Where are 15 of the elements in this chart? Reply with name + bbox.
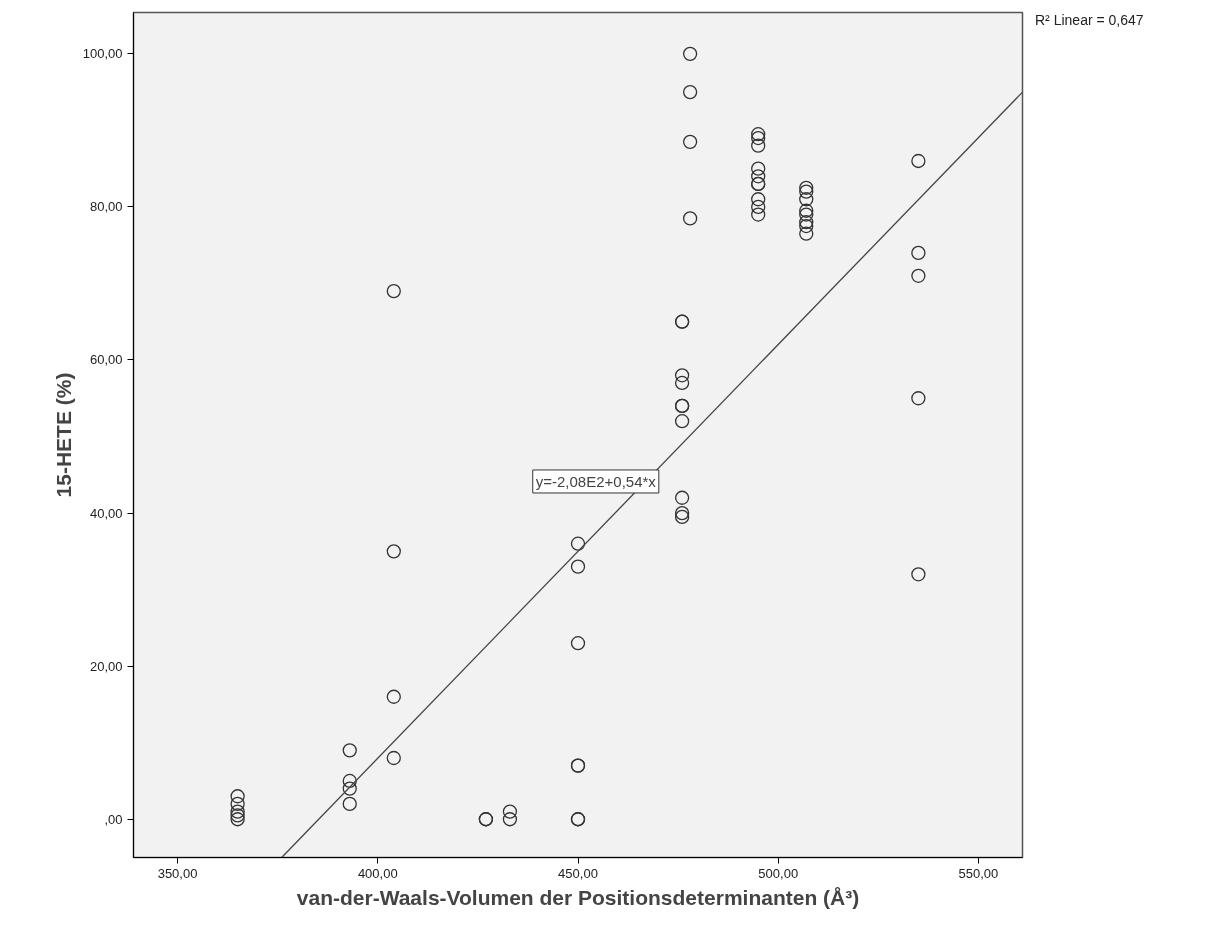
y-tick-label: 60,00 bbox=[89, 352, 123, 368]
x-tick-label: 500,00 bbox=[758, 865, 799, 881]
y-tick-label: ,00 bbox=[104, 811, 123, 827]
y-tick-label: 80,00 bbox=[89, 199, 123, 215]
y-axis-title: 15-HETE (%) bbox=[51, 372, 75, 498]
x-tick-label: 350,00 bbox=[157, 865, 198, 881]
x-tick-label: 400,00 bbox=[357, 865, 398, 881]
text: R² Linear = 0,647 bbox=[1035, 11, 1144, 30]
annotation: y=-2,08E2+0,54*x bbox=[535, 472, 657, 490]
x-tick-label: 550,00 bbox=[958, 865, 999, 881]
y-tick-label: 100,00 bbox=[82, 46, 123, 62]
x-tick-label: 450,00 bbox=[558, 865, 598, 881]
y-tick-label: 20,00 bbox=[89, 658, 123, 674]
x-axis-title: van-der-Waals-Volumen der Positionsdeterminanten (Å³) bbox=[296, 885, 860, 909]
y-tick-label: 40,00 bbox=[89, 505, 123, 521]
